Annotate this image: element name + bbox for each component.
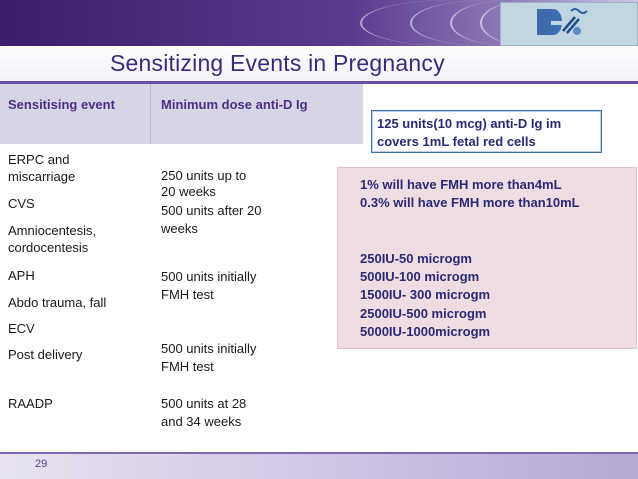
dose-cell: FMH test	[161, 359, 214, 374]
event-cell: ECV	[8, 321, 35, 336]
event-cell: APH	[8, 268, 35, 283]
banner-swoosh-decoration	[410, 0, 562, 46]
info-line: 2500IU-500 microgm	[360, 306, 487, 321]
footer-divider	[0, 452, 638, 454]
column-header-dose: Minimum dose anti-D Ig	[161, 97, 308, 112]
banner-swoosh-decoration	[360, 0, 542, 46]
event-cell: Post delivery	[8, 347, 83, 362]
info-line: 1500IU- 300 microgm	[360, 287, 491, 302]
banner-swoosh-decoration	[450, 0, 572, 46]
callout-line: covers 1mL fetal red cells	[377, 134, 536, 149]
slide-title: Sensitizing Events in Pregnancy	[110, 50, 445, 76]
info-line: 0.3% will have FMH more than10mL	[360, 195, 580, 210]
event-cell: miscarriage	[8, 169, 76, 184]
column-separator	[150, 84, 151, 144]
dose-cell: 20 weeks	[161, 184, 216, 199]
dose-cell: and 34 weeks	[161, 414, 242, 429]
dose-callout-box: 125 units(10 mcg) anti-D Ig im covers 1m…	[371, 110, 602, 153]
event-cell: Abdo trauma, fall	[8, 295, 107, 310]
page-number: 29	[35, 458, 48, 470]
info-line: 500IU-100 microgm	[360, 269, 480, 284]
event-cell: CVS	[8, 196, 35, 211]
dose-cell: 500 units at 28	[161, 396, 247, 411]
event-cell: ERPC and	[8, 152, 70, 167]
event-cell: Amniocentesis,	[8, 223, 97, 238]
dose-cell: 500 units after 20	[161, 203, 262, 218]
dose-cell: 500 units initially	[161, 341, 257, 356]
table-header-band	[0, 84, 363, 144]
info-line: 5000IU-1000microgm	[360, 324, 491, 339]
dose-cell: weeks	[161, 221, 198, 236]
dose-cell: 250 units up to	[161, 168, 247, 183]
column-header-event: Sensitising event	[8, 97, 115, 112]
footer-band	[0, 452, 638, 479]
info-line: 1% will have FMH more than4mL	[360, 177, 562, 192]
title-divider	[0, 81, 638, 84]
dose-cell: 500 units initially	[161, 269, 257, 284]
fmh-info-box: 1% will have FMH more than4mL 0.3% will …	[337, 167, 637, 349]
dose-cell: FMH test	[161, 287, 214, 302]
info-line: 250IU-50 microgm	[360, 251, 472, 266]
callout-line: 125 units(10 mcg) anti-D Ig im	[377, 116, 562, 131]
event-cell: RAADP	[8, 396, 53, 411]
banner-swoosh-decoration	[480, 0, 582, 46]
event-cell: cordocentesis	[8, 240, 89, 255]
pharmacy-logo-icon	[500, 2, 638, 46]
title-background	[0, 46, 638, 82]
